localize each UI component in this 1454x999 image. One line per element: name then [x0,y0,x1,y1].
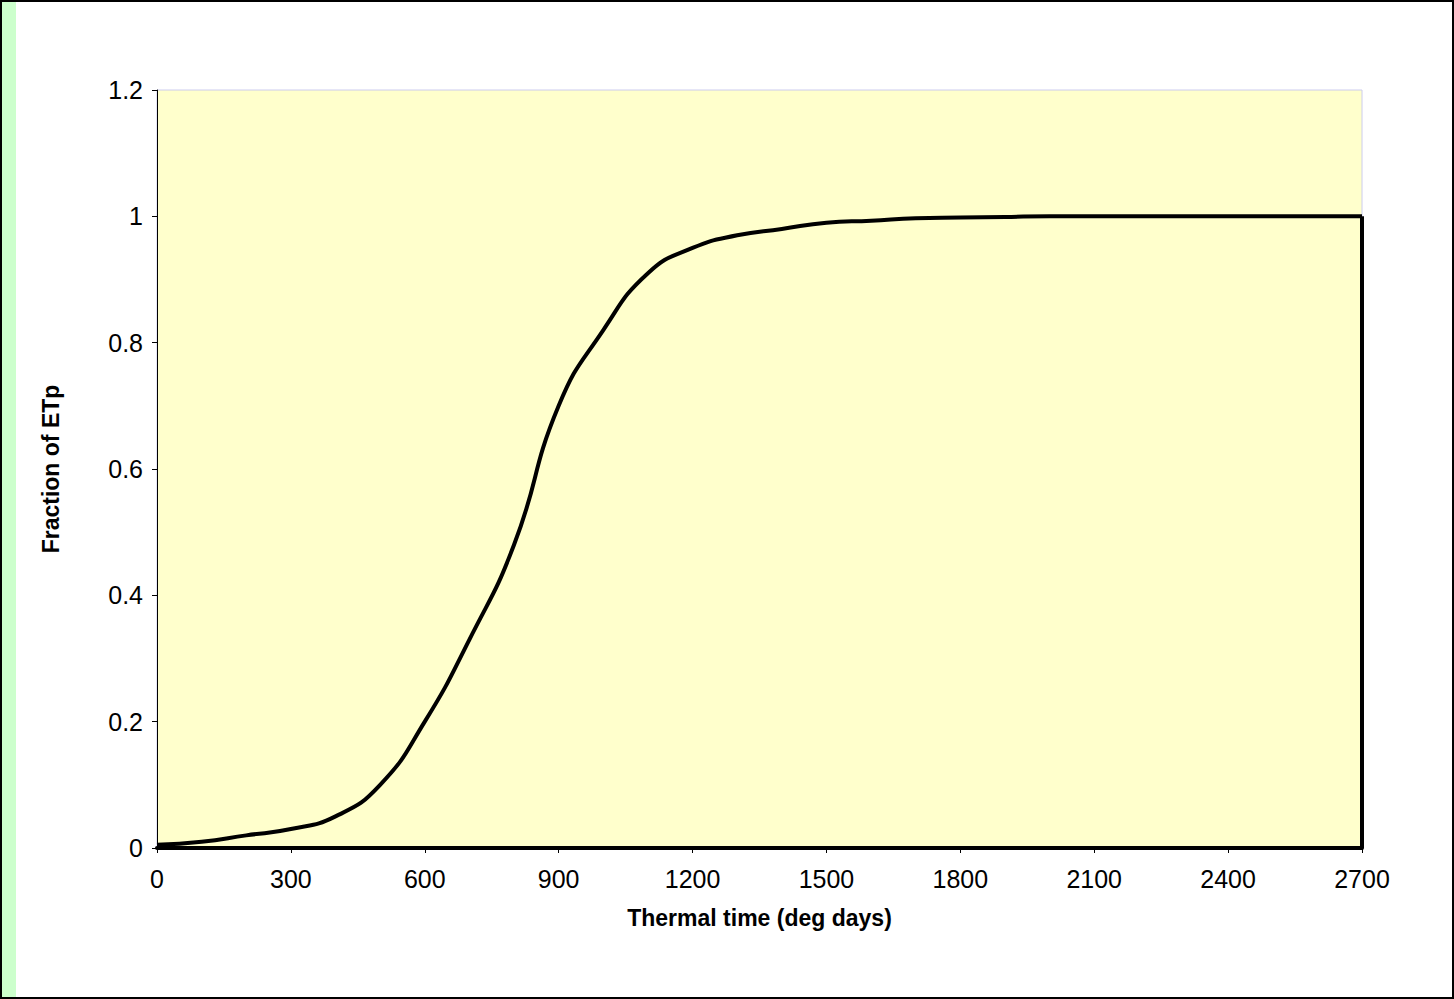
svg-text:2100: 2100 [1066,865,1122,893]
svg-text:600: 600 [404,865,446,893]
svg-text:900: 900 [538,865,580,893]
svg-text:300: 300 [270,865,312,893]
svg-text:2400: 2400 [1200,865,1256,893]
svg-text:0.8: 0.8 [108,329,143,357]
svg-text:1200: 1200 [665,865,721,893]
svg-text:Fraction of ETp: Fraction of ETp [38,385,64,554]
svg-text:0: 0 [129,834,143,862]
svg-text:1: 1 [129,202,143,230]
svg-text:0.6: 0.6 [108,455,143,483]
svg-text:1500: 1500 [799,865,855,893]
svg-text:Thermal time (deg days): Thermal time (deg days) [627,905,892,931]
svg-text:2700: 2700 [1334,865,1390,893]
svg-text:0: 0 [150,865,164,893]
svg-text:0.2: 0.2 [108,708,143,736]
svg-text:1.2: 1.2 [108,76,143,104]
svg-text:0.4: 0.4 [108,581,143,609]
svg-text:1800: 1800 [933,865,989,893]
